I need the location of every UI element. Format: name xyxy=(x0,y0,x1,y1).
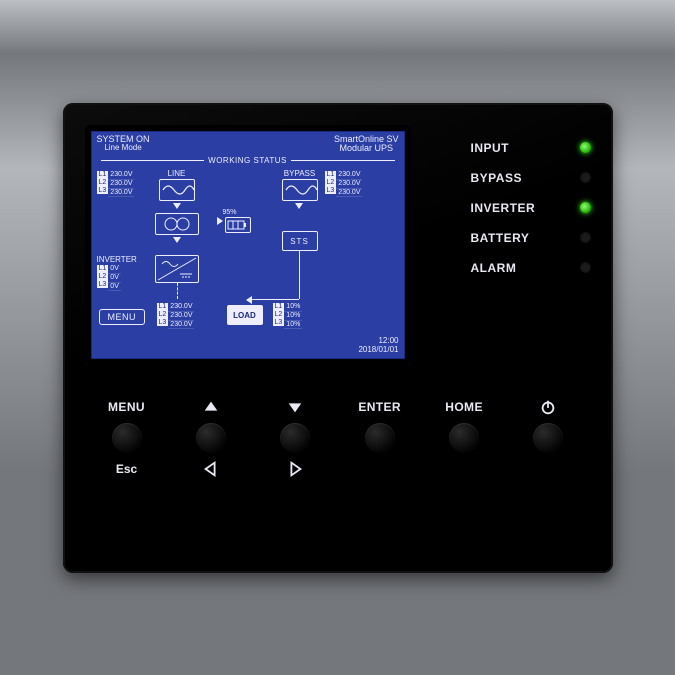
power-button-group xyxy=(512,399,584,477)
product-title: SmartOnline SV Modular UPS xyxy=(334,135,399,155)
rectifier-node xyxy=(155,213,199,235)
led-input: INPUT xyxy=(471,141,591,155)
inverter-node-label: INVERTER xyxy=(97,255,137,264)
ups-control-panel: SYSTEM ON Line Mode SmartOnline SV Modul… xyxy=(63,103,613,573)
down-button-group xyxy=(259,399,331,477)
led-label-bypass: BYPASS xyxy=(471,171,522,185)
power-button[interactable] xyxy=(533,423,563,453)
output-readings: L1L2L3 230.0V230.0V230.0V xyxy=(157,303,195,329)
line-readings: L1L2L3 230.0V230.0V230.0V xyxy=(97,171,135,197)
section-title: WORKING STATUS xyxy=(97,156,399,165)
system-status-l2: Line Mode xyxy=(97,144,150,153)
line-node-label: LINE xyxy=(159,169,195,178)
led-label-inverter: INVERTER xyxy=(471,201,536,215)
home-label: HOME xyxy=(445,399,483,415)
bypass-node-label: BYPASS xyxy=(282,169,318,178)
working-status-diagram: L1L2L3 230.0V230.0V230.0V LINE BYPASS xyxy=(97,169,399,339)
led-indicator-inverter xyxy=(580,202,591,213)
led-indicator-bypass xyxy=(580,172,591,183)
led-indicator-battery xyxy=(580,232,591,243)
led-label-battery: BATTERY xyxy=(471,231,530,245)
up-arrow-icon xyxy=(202,399,220,415)
load-node: LOAD xyxy=(227,305,263,325)
esc-label: Esc xyxy=(116,461,137,477)
home-button[interactable] xyxy=(449,423,479,453)
down-button[interactable] xyxy=(280,423,310,453)
battery-node xyxy=(225,217,251,233)
led-battery: BATTERY xyxy=(471,231,591,245)
menu-button-group: MENU Esc xyxy=(91,399,163,477)
lcd-menu-button[interactable]: MENU xyxy=(99,309,146,325)
power-icon xyxy=(539,399,557,415)
up-button[interactable] xyxy=(196,423,226,453)
load-readings: L1L2L3 10%10%10% xyxy=(273,303,303,329)
inverter-node xyxy=(155,255,199,283)
led-bypass: BYPASS xyxy=(471,171,591,185)
lcd-screen: SYSTEM ON Line Mode SmartOnline SV Modul… xyxy=(85,125,411,365)
left-arrow-icon xyxy=(202,461,220,477)
bypass-node xyxy=(282,179,318,201)
led-indicator-alarm xyxy=(580,262,591,273)
sts-node: STS xyxy=(282,231,318,251)
status-leds: INPUT BYPASS INVERTER BATTERY ALARM xyxy=(429,125,591,365)
led-label-input: INPUT xyxy=(471,141,510,155)
enter-label: ENTER xyxy=(358,399,401,415)
led-alarm: ALARM xyxy=(471,261,591,275)
led-inverter: INVERTER xyxy=(471,201,591,215)
lcd-timestamp: 12:00 2018/01/01 xyxy=(358,336,398,354)
bypass-readings: L1L2L3 230.0V230.0V230.0V xyxy=(325,171,363,197)
up-button-group xyxy=(175,399,247,477)
inverter-readings: INVERTER L1L2L3 0V0V0V xyxy=(97,255,137,291)
line-node xyxy=(159,179,195,201)
menu-button[interactable] xyxy=(112,423,142,453)
battery-pct: 95% xyxy=(223,209,237,216)
menu-label: MENU xyxy=(108,399,145,415)
product-title-l2: Modular UPS xyxy=(334,144,399,154)
home-button-group: HOME xyxy=(428,399,500,477)
enter-button-group: ENTER xyxy=(344,399,416,477)
down-arrow-icon xyxy=(286,399,304,415)
right-arrow-icon xyxy=(286,461,304,477)
led-indicator-input xyxy=(580,142,591,153)
led-label-alarm: ALARM xyxy=(471,261,517,275)
control-buttons: MENU Esc ENTER HOME xyxy=(85,399,591,477)
system-status: SYSTEM ON Line Mode xyxy=(97,135,150,155)
enter-button[interactable] xyxy=(365,423,395,453)
